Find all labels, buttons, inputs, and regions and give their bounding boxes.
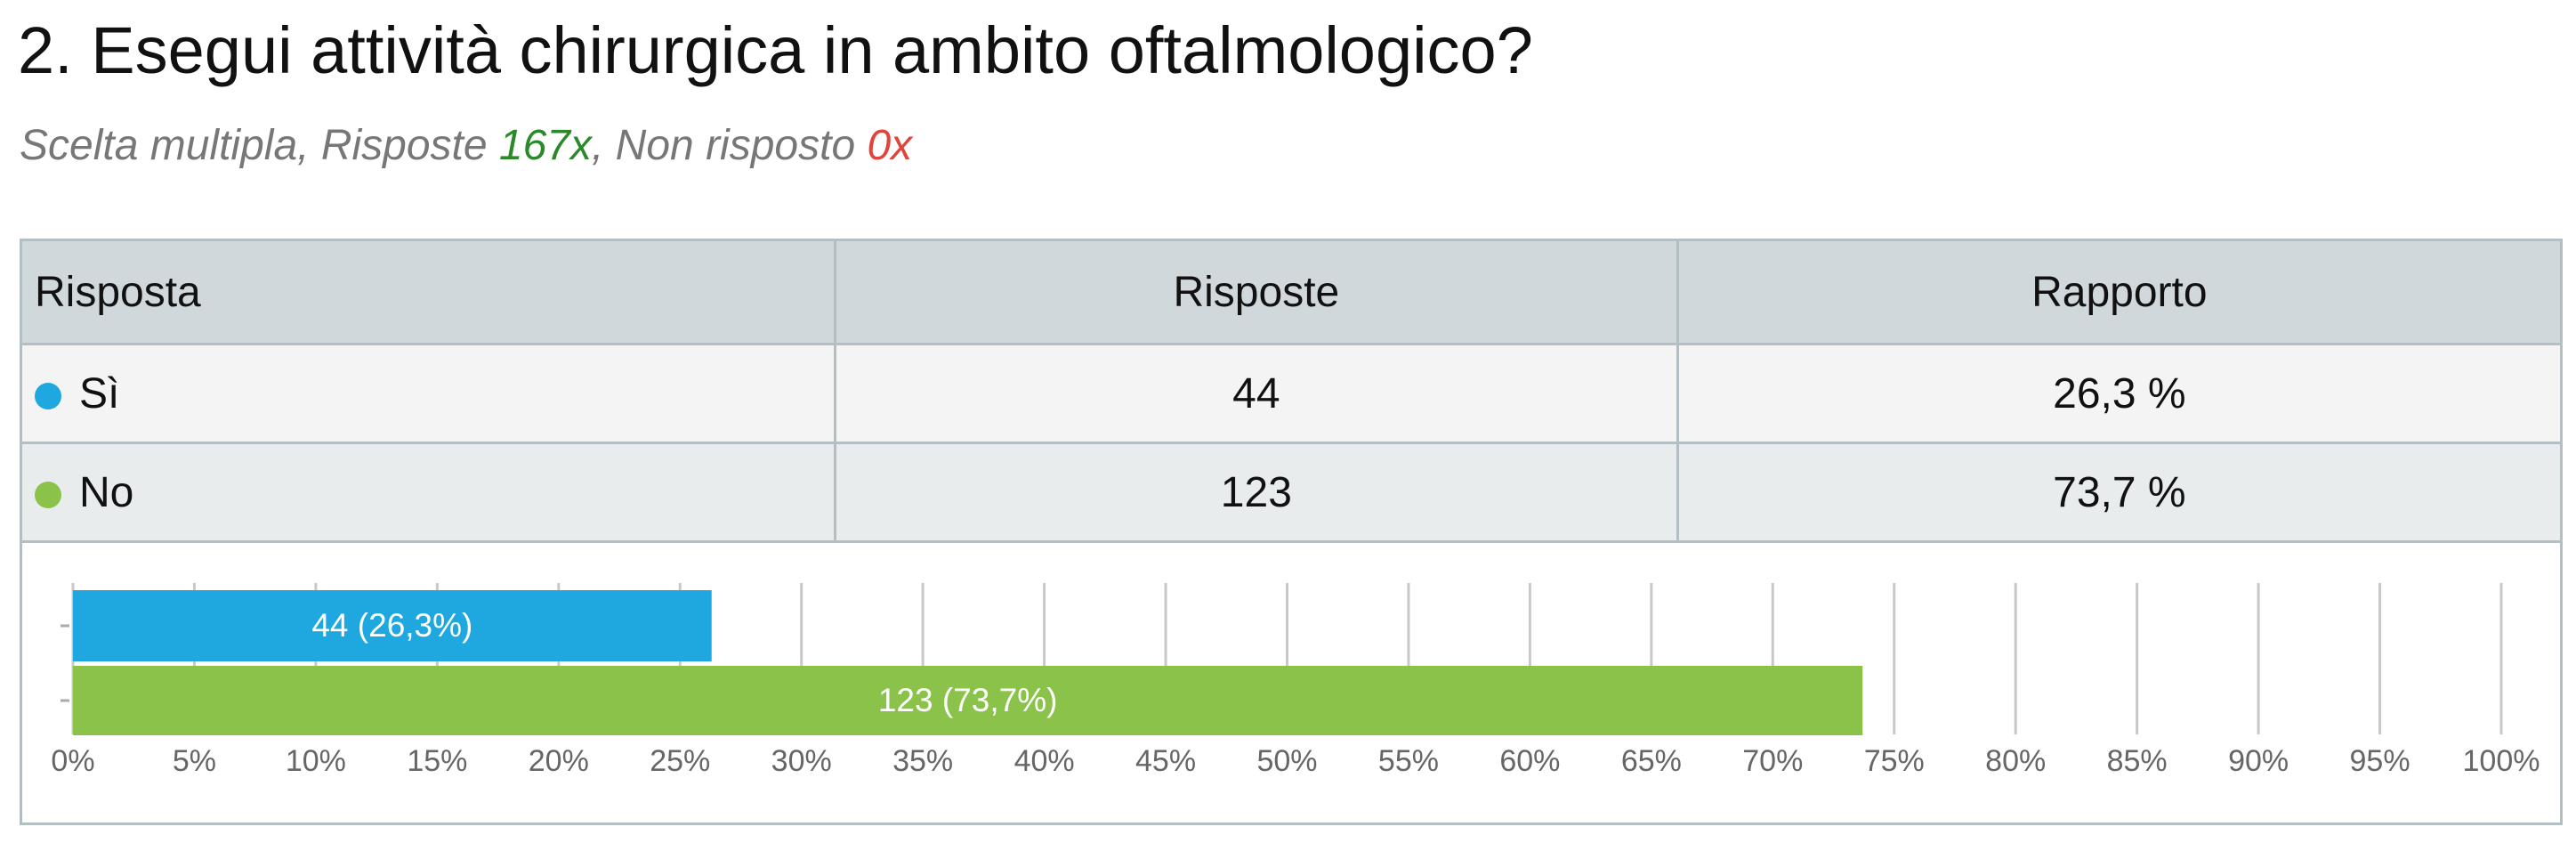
x-tick-label: 80% bbox=[1985, 744, 2046, 778]
bar-label: 44 (26,3%) bbox=[311, 607, 472, 644]
unanswered-count: 0x bbox=[867, 122, 913, 169]
legend-dot bbox=[35, 382, 61, 409]
x-tick-label: 20% bbox=[529, 744, 589, 778]
x-tick-label: 15% bbox=[407, 744, 467, 778]
column-header: Rapporto bbox=[1676, 239, 2564, 345]
results-table: Risposta Risposte Rapporto Sì 44 26,3 % No 12… bbox=[20, 239, 2564, 543]
column-header: Risposte bbox=[834, 239, 1679, 345]
x-tick-label: 30% bbox=[771, 744, 832, 778]
x-tick-label: 60% bbox=[1499, 744, 1560, 778]
answer: Sì bbox=[79, 369, 120, 417]
x-tick-label: 10% bbox=[286, 744, 346, 778]
bar-label: 123 (73,7%) bbox=[878, 682, 1058, 718]
chart: 0% 5% 10% 15% 20% 25% 30% 35% 40% 45% 50% 55% 60% 65%… bbox=[51, 583, 2540, 778]
bar bbox=[73, 666, 1863, 735]
x-tick-label: 5% bbox=[173, 744, 216, 778]
ratio-cell: 73,7 % bbox=[1676, 442, 2564, 543]
count-cell: 44 bbox=[834, 343, 1679, 444]
x-tick-label: 40% bbox=[1014, 744, 1075, 778]
legend-dot bbox=[35, 481, 61, 508]
x-tick-label: 0% bbox=[51, 744, 94, 778]
subtitle: Scelta multipla, Risposte 167x, Non risp… bbox=[20, 121, 912, 170]
chart-box: 0% 5% 10% 15% 20% 25% 30% 35% 40% 45% 50% 55% 60% 65%… bbox=[20, 540, 2563, 825]
x-tick-label: 75% bbox=[1864, 744, 1925, 778]
column-header: Risposta bbox=[20, 239, 836, 345]
question-title: 2. Esegui attività chirurgica in ambito … bbox=[18, 13, 1533, 87]
ratio-cell: 26,3 % bbox=[1676, 343, 2564, 444]
x-tick-label: 70% bbox=[1742, 744, 1803, 778]
subtitle-text: , Non risposto bbox=[592, 122, 868, 169]
answer-cell: No bbox=[20, 442, 836, 543]
bar bbox=[73, 590, 712, 661]
x-tick-label: 100% bbox=[2463, 744, 2540, 778]
x-tick-label: 45% bbox=[1135, 744, 1196, 778]
subtitle-text: Scelta multipla, Risposte bbox=[20, 122, 499, 169]
x-tick-label: 95% bbox=[2350, 744, 2410, 778]
answer: No bbox=[79, 468, 134, 516]
count-cell: 123 bbox=[834, 442, 1679, 543]
x-tick-label: 85% bbox=[2107, 744, 2168, 778]
x-tick-label: 25% bbox=[650, 744, 710, 778]
x-tick-label: 35% bbox=[892, 744, 953, 778]
x-tick-label: 90% bbox=[2228, 744, 2289, 778]
x-tick-label: 55% bbox=[1378, 744, 1439, 778]
answered-count: 167x bbox=[498, 122, 592, 169]
x-tick-label: 50% bbox=[1256, 744, 1317, 778]
x-tick-label: 65% bbox=[1621, 744, 1682, 778]
answer-cell: Sì bbox=[20, 343, 836, 444]
